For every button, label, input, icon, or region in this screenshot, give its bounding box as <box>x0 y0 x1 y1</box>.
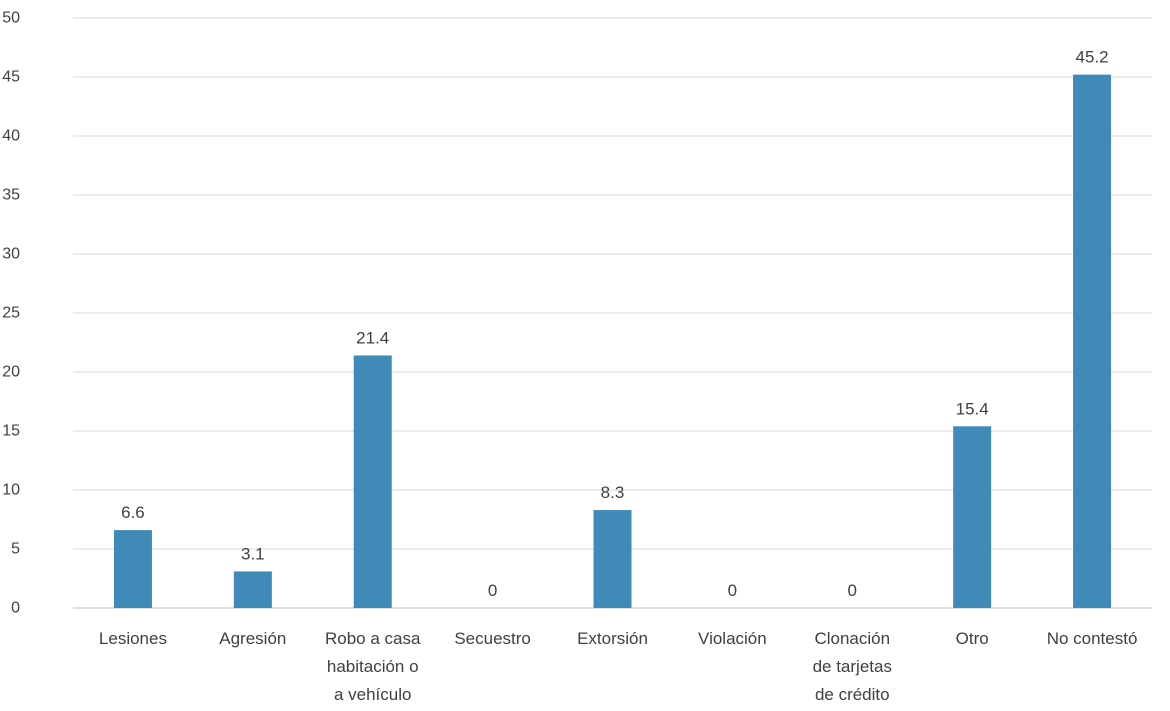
y-tick-label: 30 <box>2 246 20 263</box>
y-tick-label: 10 <box>2 482 20 499</box>
x-tick-label-line: Otro <box>956 629 989 648</box>
y-tick-label: 5 <box>11 541 20 558</box>
x-tick-label-line: Robo a casa <box>325 629 421 648</box>
x-tick-label-line: de crédito <box>815 685 890 704</box>
bar <box>1073 74 1112 608</box>
y-tick-label: 25 <box>2 305 20 322</box>
x-tick-label-line: Secuestro <box>454 629 531 648</box>
x-tick-label-line: Violación <box>698 629 767 648</box>
x-tick-label: Robo a casa habitación o a vehículo <box>325 629 421 704</box>
x-tick-label: Agresión <box>219 629 286 648</box>
bars <box>113 74 1112 608</box>
x-tick-label-line: Extorsión <box>577 629 648 648</box>
bar <box>113 530 152 608</box>
x-tick-label-line: Agresión <box>219 629 286 648</box>
x-tick-label: Otro <box>956 629 989 648</box>
y-tick-label: 15 <box>2 423 20 440</box>
bar <box>593 510 632 608</box>
y-tick-label: 35 <box>2 187 20 204</box>
x-tick-label-line: de tarjetas <box>813 657 892 676</box>
bar-value-label: 15.4 <box>956 399 989 418</box>
gridlines <box>73 17 1152 609</box>
bar-value-label: 3.1 <box>241 544 265 563</box>
bar-value-label: 21.4 <box>356 328 389 347</box>
bar-value-label: 0 <box>848 581 857 600</box>
x-tick-label-line: habitación o <box>327 657 419 676</box>
x-tick-label: No contestó <box>1047 629 1138 648</box>
bar-value-label: 0 <box>488 581 497 600</box>
x-tick-label: Extorsión <box>577 629 648 648</box>
x-tick-label: Lesiones <box>99 629 167 648</box>
y-tick-label: 45 <box>2 69 20 86</box>
bar <box>953 426 992 608</box>
x-tick-label-line: No contestó <box>1047 629 1138 648</box>
x-tick-label-line: Lesiones <box>99 629 167 648</box>
y-tick-label: 20 <box>2 364 20 381</box>
bar-value-label: 0 <box>728 581 737 600</box>
x-tick-label: Secuestro <box>454 629 531 648</box>
x-tick-label-line: Clonación <box>814 629 890 648</box>
x-tick-label: Clonación de tarjetas de crédito <box>813 629 892 704</box>
data-labels: 6.6 3.1 21.4 0 8.3 0 0 15.4 45.2 <box>121 48 1108 600</box>
y-axis-tick-labels: 0 5 10 15 20 25 30 35 40 45 50 <box>2 10 20 617</box>
x-tick-label: Violación <box>698 629 767 648</box>
y-tick-label: 0 <box>11 600 20 617</box>
y-tick-label: 40 <box>2 128 20 145</box>
bar <box>353 355 392 608</box>
bar <box>233 571 272 608</box>
x-tick-label-line: a vehículo <box>334 685 412 704</box>
bar-value-label: 8.3 <box>601 483 625 502</box>
x-axis-category-labels: Lesiones Agresión Robo a casa habitación o a… <box>99 629 1138 704</box>
y-tick-label: 50 <box>2 10 20 27</box>
bar-value-label: 6.6 <box>121 503 145 522</box>
bar-value-label: 45.2 <box>1076 48 1109 67</box>
